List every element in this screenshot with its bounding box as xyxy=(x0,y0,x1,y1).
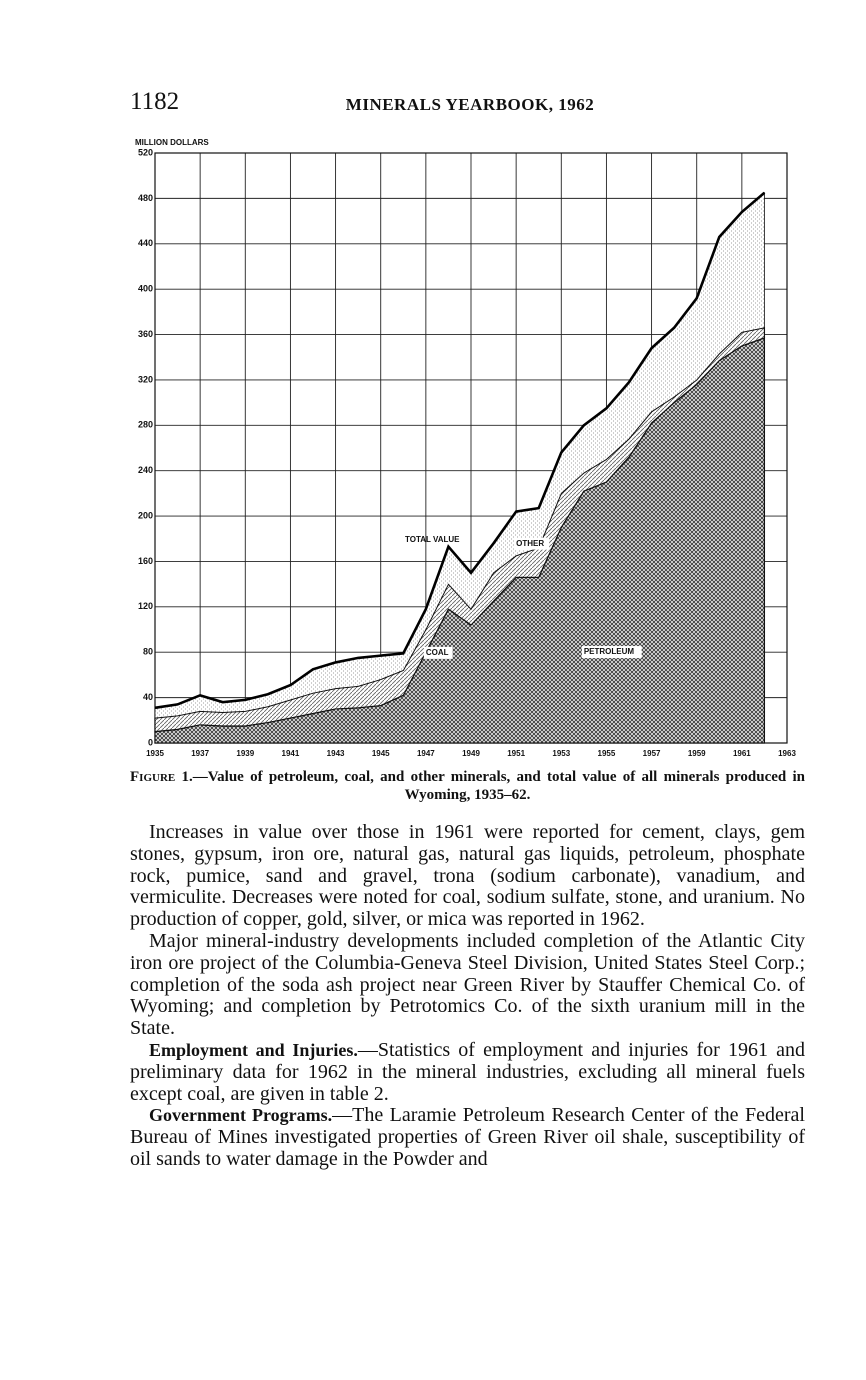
series-label: OTHER xyxy=(516,539,544,548)
x-tick-label: 1941 xyxy=(282,749,300,758)
series-label: COAL xyxy=(426,648,449,657)
paragraph-text: —Statistics of employment and injuries f… xyxy=(130,1038,805,1105)
paragraph: Increases in value over those in 1961 we… xyxy=(130,821,805,931)
x-tick-label: 1953 xyxy=(552,749,570,758)
series-label-bg xyxy=(514,537,550,550)
y-tick-label: 320 xyxy=(138,374,153,384)
y-tick-label: 40 xyxy=(143,692,153,702)
caption-text: —Value of petroleum, coal, and other min… xyxy=(192,769,805,803)
x-tick-label: 1957 xyxy=(643,749,661,758)
running-title: MINERALS YEARBOOK, 1962 xyxy=(345,95,595,114)
paragraph-lead: Government Programs. xyxy=(149,1105,333,1126)
figure-caption: Figure 1.—Value of petroleum, coal, and … xyxy=(130,768,805,804)
x-tick-label: 1963 xyxy=(778,749,796,758)
y-tick-label: 200 xyxy=(138,510,153,520)
y-tick-label: 520 xyxy=(138,147,153,157)
page-number: 1182 xyxy=(130,88,180,115)
x-tick-label: 1937 xyxy=(191,749,209,758)
paragraph: Major mineral-industry developments incl… xyxy=(130,929,805,1040)
y-tick-label: 480 xyxy=(138,193,153,203)
series-label-bg xyxy=(423,646,453,659)
total-line xyxy=(154,191,766,710)
x-tick-label: 1961 xyxy=(733,749,751,758)
y-tick-label: 400 xyxy=(138,284,153,294)
y-tick-label: 0 xyxy=(148,737,153,747)
x-tick-label: 1959 xyxy=(688,749,706,758)
paragraph-text: Increases in value over those in 1961 we… xyxy=(130,821,805,931)
y-tick-label: 360 xyxy=(138,329,153,339)
paragraph: Employment and Injuries.—Statistics of e… xyxy=(130,1038,805,1105)
caption-label: Figure 1. xyxy=(130,769,193,785)
series-label-bg xyxy=(581,646,642,659)
x-tick-label: 1943 xyxy=(327,749,345,758)
series-label: PETROLEUM xyxy=(584,647,635,656)
paragraph-text: —The Laramie Petroleum Research Center o… xyxy=(130,1104,805,1170)
annotation: TOTAL VALUE xyxy=(405,535,460,544)
x-tick-label: 1945 xyxy=(372,749,390,758)
x-tick-label: 1949 xyxy=(462,749,480,758)
y-tick-label: 440 xyxy=(138,238,153,248)
y-tick-label: 120 xyxy=(138,601,153,611)
chart: MILLION DOLLARS 0 40 80 120 160 200 240 280 320 3… xyxy=(135,138,796,758)
y-tick-label: 80 xyxy=(143,647,153,657)
x-tick-label: 1955 xyxy=(598,749,616,758)
y-tick-label: 160 xyxy=(138,556,153,566)
y-tick-label: 280 xyxy=(138,420,153,430)
paragraph: Government Programs.—The Laramie Petrole… xyxy=(130,1105,805,1170)
x-tick-label: 1951 xyxy=(507,749,525,758)
paragraph-text: Major mineral-industry developments incl… xyxy=(130,929,805,1040)
y-axis-label: MILLION DOLLARS xyxy=(135,138,209,147)
body-text: Increases in value over those in 1961 we… xyxy=(130,821,805,1171)
x-tick-label: 1947 xyxy=(417,749,435,758)
y-tick-label: 240 xyxy=(138,465,153,475)
x-tick-label: 1935 xyxy=(146,749,164,758)
x-tick-label: 1939 xyxy=(236,749,254,758)
paragraph-lead: Employment and Injuries. xyxy=(149,1039,358,1060)
